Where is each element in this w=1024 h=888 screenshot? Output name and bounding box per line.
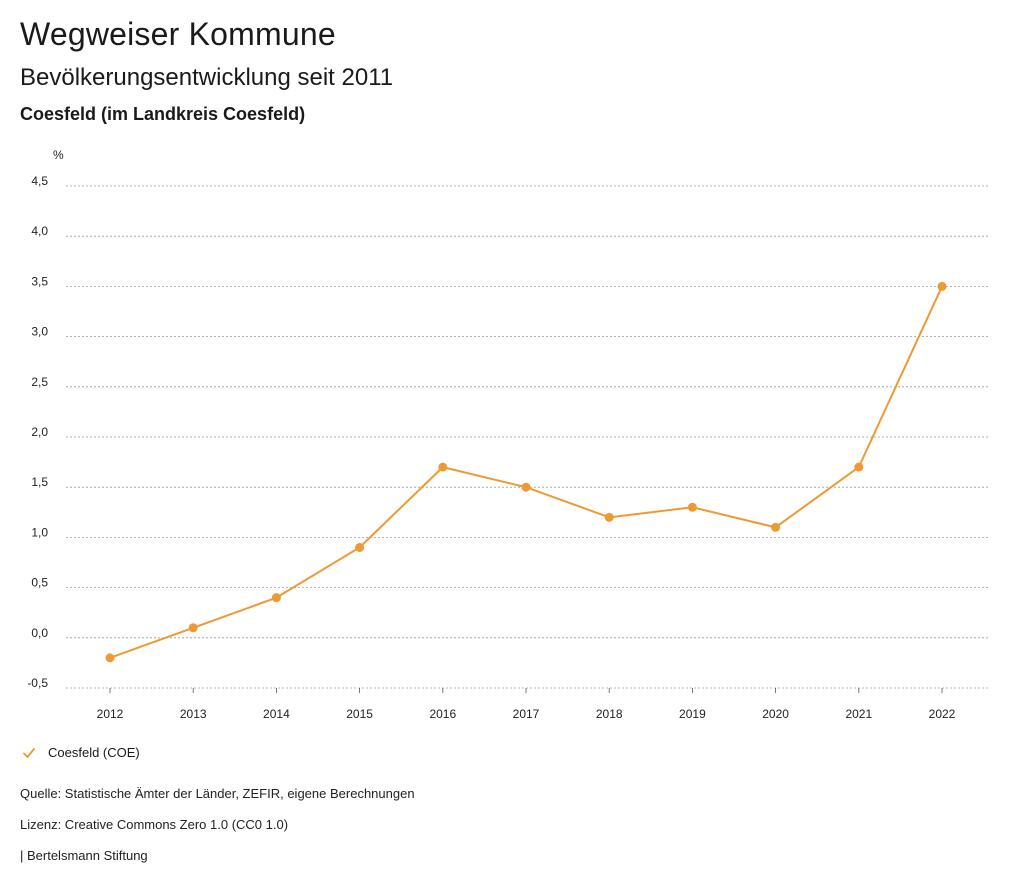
series-layer (105, 281, 947, 663)
x-tick-label: 2017 (513, 707, 540, 721)
x-tick-label: 2022 (929, 707, 956, 721)
x-tick-label: 2015 (346, 707, 373, 721)
y-tick-label: -0,5 (27, 676, 48, 690)
y-tick-label: 4,0 (31, 224, 48, 238)
source-note: Quelle: Statistische Ämter der Länder, Z… (20, 786, 415, 801)
license-note: Lizenz: Creative Commons Zero 1.0 (CC0 1… (20, 817, 289, 832)
data-point[interactable] (937, 281, 947, 291)
legend[interactable]: Coesfeld (COE) (22, 745, 140, 760)
x-tick-label: 2020 (762, 707, 789, 721)
y-tick-label: 0,5 (31, 576, 48, 590)
y-tick-label: 0,0 (31, 626, 48, 640)
data-point[interactable] (854, 462, 864, 472)
y-axis-ticks: -0,5 0,0 0,5 1,0 1,5 2,0 2,5 3,0 3,5 4,0 4,5 (27, 174, 48, 690)
x-tick-label: 2016 (429, 707, 456, 721)
y-tick-label: 3,0 (31, 325, 48, 339)
x-tick-label: 2021 (845, 707, 872, 721)
legend-label: Coesfeld (COE) (48, 745, 140, 760)
line-chart: % -0,5 0,0 0,5 1,0 1,5 2,0 2,5 3,0 3,5 4,0 4,5 201… (27, 148, 990, 721)
y-tick-label: 3,5 (31, 274, 48, 288)
data-point[interactable] (687, 502, 697, 512)
series-line (109, 285, 943, 659)
x-tick-label: 2013 (180, 707, 207, 721)
data-point[interactable] (771, 522, 781, 532)
y-tick-label: 1,5 (31, 475, 48, 489)
data-point[interactable] (521, 482, 531, 492)
publisher-note: | Bertelsmann Stiftung (20, 848, 148, 863)
x-tick-label: 2019 (679, 707, 706, 721)
check-icon (23, 747, 35, 758)
data-point[interactable] (105, 653, 115, 663)
data-point[interactable] (188, 623, 198, 633)
chart-subtitle: Bevölkerungsentwicklung seit 2011 (20, 64, 394, 91)
y-tick-label: 2,0 (31, 425, 48, 439)
region-title: Coesfeld (im Landkreis Coesfeld) (20, 104, 306, 124)
data-point[interactable] (438, 462, 448, 472)
page-title: Wegweiser Kommune (20, 16, 336, 52)
data-point[interactable] (355, 542, 365, 552)
gridlines (66, 185, 990, 689)
data-point[interactable] (604, 512, 614, 522)
y-axis-unit-label: % (53, 148, 64, 162)
x-axis-ticks: 2012 2013 2014 2015 2016 2017 2018 2019 2020 2021… (97, 688, 956, 721)
data-point[interactable] (271, 593, 281, 603)
y-tick-label: 4,5 (31, 174, 48, 188)
y-tick-label: 2,5 (31, 375, 48, 389)
x-tick-label: 2018 (596, 707, 623, 721)
x-tick-label: 2014 (263, 707, 290, 721)
y-tick-label: 1,0 (31, 525, 48, 539)
x-tick-label: 2012 (97, 707, 124, 721)
